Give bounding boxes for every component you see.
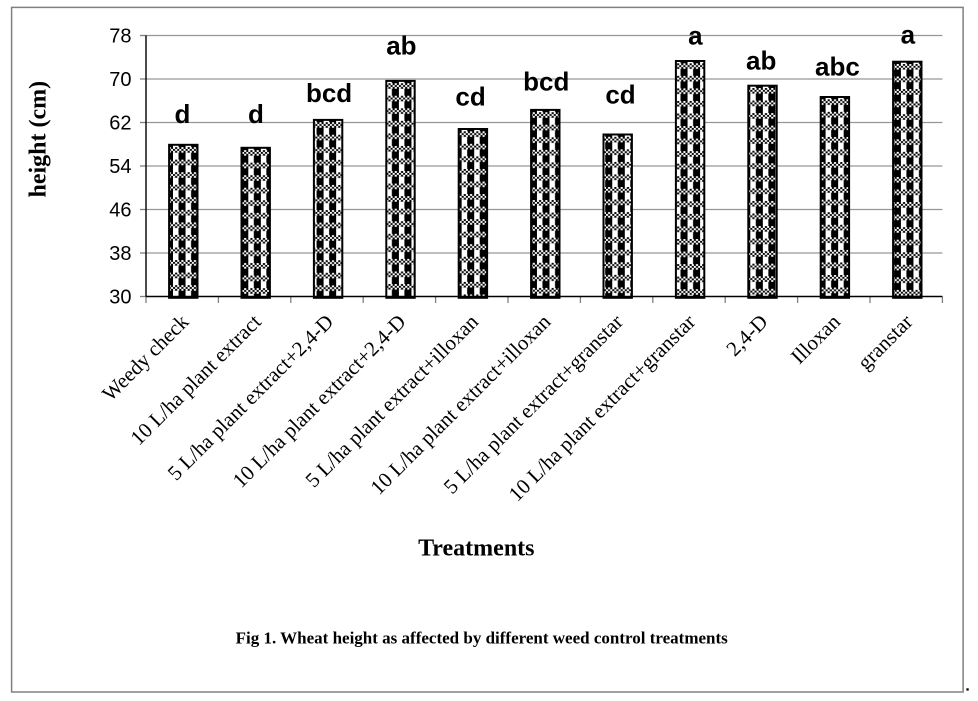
svg-text:ab: ab: [386, 31, 416, 61]
svg-text:78: 78: [109, 25, 131, 47]
svg-text:54: 54: [109, 156, 131, 178]
svg-text:cd: cd: [455, 82, 485, 112]
svg-text:bcd: bcd: [306, 78, 352, 108]
svg-text:46: 46: [109, 199, 131, 221]
svg-text:abc: abc: [815, 52, 860, 82]
svg-text:a: a: [901, 20, 916, 50]
svg-text:bcd: bcd: [523, 67, 569, 97]
svg-text:70: 70: [109, 69, 131, 91]
svg-text:30: 30: [109, 286, 131, 308]
svg-text:d: d: [175, 99, 191, 129]
svg-text:cd: cd: [605, 79, 635, 109]
svg-text:a: a: [688, 20, 703, 50]
svg-text:62: 62: [109, 112, 131, 134]
svg-text:d: d: [248, 99, 264, 129]
svg-text:ab: ab: [746, 45, 776, 75]
svg-text:Fig 1. Wheat height as affecte: Fig 1. Wheat height as affected by diffe…: [236, 629, 729, 648]
svg-text:Treatments: Treatments: [418, 536, 534, 562]
svg-text:38: 38: [109, 243, 131, 265]
svg-text:height (cm): height (cm): [26, 81, 52, 198]
